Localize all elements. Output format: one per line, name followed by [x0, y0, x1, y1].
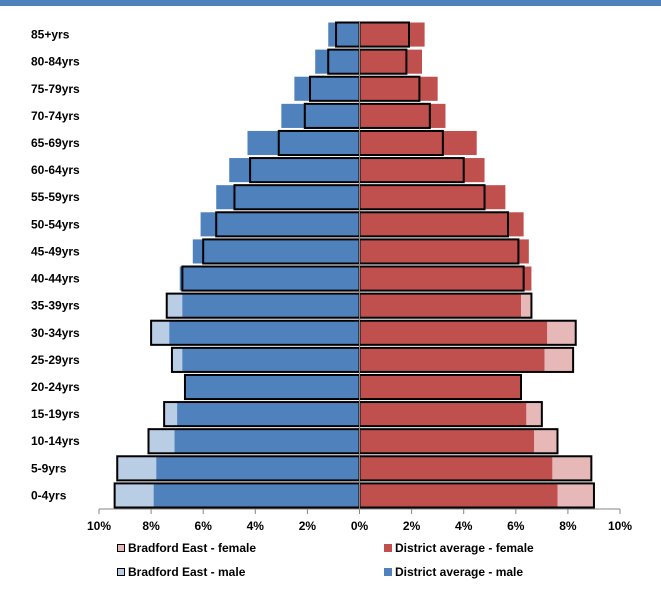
- bar-district-average-male: [156, 456, 360, 481]
- y-category-label: 20-24yrs: [31, 380, 80, 394]
- bar-district-average-female: [359, 347, 545, 372]
- bar-district-average-male: [182, 293, 360, 318]
- legend-label: District average - female: [395, 541, 534, 555]
- bar-district-average-male: [182, 347, 360, 372]
- bar-district-average-male: [179, 266, 360, 291]
- bar-district-average-female: [359, 320, 548, 345]
- bar-district-average-female: [359, 185, 506, 210]
- x-tick-label: 4%: [247, 519, 265, 533]
- legend-item-district-average-male: District average - male: [384, 565, 523, 579]
- y-category-label: 60-64yrs: [31, 163, 80, 177]
- bar-district-average-male: [315, 49, 360, 74]
- x-tick-label: 10%: [87, 519, 111, 533]
- bar-district-average-male: [192, 239, 360, 264]
- y-category-label: 5-9yrs: [31, 461, 67, 475]
- y-category-label: 25-29yrs: [31, 353, 80, 367]
- bar-district-average-male: [328, 22, 360, 47]
- legend-swatch: [384, 568, 392, 576]
- bar-district-average-female: [359, 49, 423, 74]
- bar-district-average-male: [247, 130, 360, 156]
- y-category-label: 65-69yrs: [31, 136, 80, 150]
- y-category-label: 70-74yrs: [31, 109, 80, 123]
- bar-district-average-male: [294, 76, 360, 101]
- x-tick-label: 2%: [299, 519, 317, 533]
- x-tick-label: 6%: [195, 519, 213, 533]
- y-category-label: 75-79yrs: [31, 82, 80, 96]
- y-category-label: 10-14yrs: [31, 434, 80, 448]
- bar-district-average-female: [359, 293, 522, 318]
- bar-district-average-female: [359, 103, 446, 128]
- bar-district-average-female: [359, 76, 438, 101]
- y-category-label: 15-19yrs: [31, 407, 80, 421]
- bar-district-average-female: [359, 429, 535, 454]
- x-tick-label: 4%: [455, 519, 473, 533]
- bar-district-average-female: [359, 266, 532, 291]
- bar-district-average-male: [200, 212, 360, 237]
- legend-swatch: [117, 544, 125, 552]
- bar-district-average-female: [359, 483, 558, 508]
- x-tick-label: 8%: [559, 519, 577, 533]
- legend-swatch: [117, 568, 125, 576]
- bar-district-average-female: [359, 212, 524, 237]
- legend-label: District average - male: [395, 565, 524, 579]
- x-tick-label: 10%: [608, 519, 632, 533]
- bar-district-average-female: [359, 130, 477, 156]
- y-category-label: 30-34yrs: [31, 326, 80, 340]
- bar-district-average-male: [153, 483, 360, 508]
- bar-district-average-male: [184, 374, 360, 400]
- bar-district-average-female: [359, 374, 522, 400]
- bar-district-average-male: [174, 429, 360, 454]
- y-category-label: 35-39yrs: [31, 299, 80, 313]
- bar-district-average-female: [359, 22, 425, 47]
- bar-district-average-male: [169, 320, 360, 345]
- y-category-label: 80-84yrs: [31, 55, 80, 69]
- x-tick-label: 2%: [403, 519, 421, 533]
- y-category-label: 55-59yrs: [31, 190, 80, 204]
- y-category-label: 45-49yrs: [31, 244, 80, 258]
- bar-district-average-female: [359, 158, 485, 183]
- y-category-label: 85+yrs: [31, 28, 70, 42]
- legend-item-district-average-female: District average - female: [384, 541, 534, 555]
- bar-district-average-female: [359, 456, 553, 481]
- y-category-label: 0-4yrs: [31, 488, 67, 502]
- bar-district-average-male: [229, 158, 360, 183]
- x-tick-label: 8%: [142, 519, 160, 533]
- x-tick-label: 0%: [351, 519, 369, 533]
- y-category-label: 50-54yrs: [31, 217, 80, 231]
- legend-item-bradford-east-male: Bradford East - male: [117, 565, 245, 579]
- legend-item-bradford-east-female: Bradford East - female: [117, 541, 256, 555]
- x-tick-label: 6%: [507, 519, 525, 533]
- bar-district-average-female: [359, 239, 529, 264]
- bar-district-average-male: [177, 402, 360, 427]
- y-category-label: 40-44yrs: [31, 272, 80, 286]
- bar-district-average-female: [359, 402, 527, 427]
- legend-label: Bradford East - male: [128, 565, 246, 579]
- legend-swatch: [384, 544, 392, 552]
- bar-district-average-male: [216, 185, 360, 210]
- legend-label: Bradford East - female: [128, 541, 257, 555]
- bar-district-average-male: [281, 103, 360, 128]
